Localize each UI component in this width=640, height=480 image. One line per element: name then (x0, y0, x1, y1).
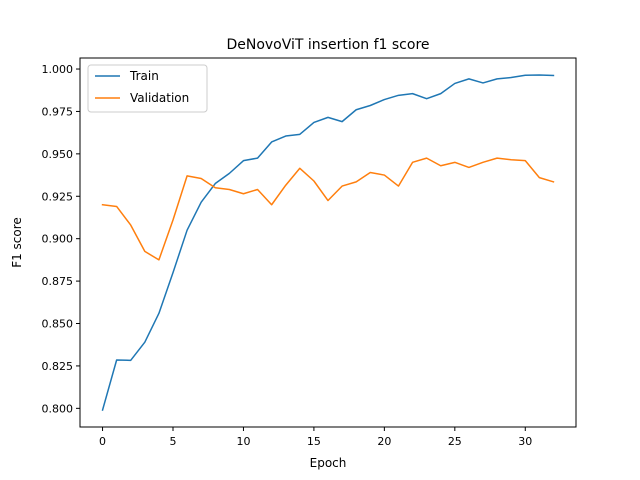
y-axis: 0.800 0.825 0.850 0.875 0.900 0.925 0.950 0.975… (42, 63, 80, 415)
legend: Train Validation (87, 64, 208, 113)
y-tick-label: 1.000 (42, 63, 74, 76)
y-tick-label: 0.800 (42, 402, 74, 415)
x-tick-label: 30 (518, 435, 532, 448)
x-tick-label: 25 (448, 435, 462, 448)
y-axis-label: F1 score (10, 217, 24, 268)
y-tick-label: 0.975 (42, 105, 74, 118)
y-tick-label: 0.825 (42, 360, 74, 373)
legend-label-train: Train (129, 69, 159, 83)
legend-label-validation: Validation (130, 91, 189, 105)
y-tick-label: 0.925 (42, 190, 74, 203)
y-tick-label: 0.850 (42, 318, 74, 331)
series-line-train (101, 74, 555, 411)
x-tick-label: 20 (377, 435, 391, 448)
x-tick-label: 10 (236, 435, 250, 448)
chart-title: DeNovoViT insertion f1 score (226, 37, 429, 53)
y-tick-label: 0.875 (42, 275, 74, 288)
plot-frame (79, 57, 577, 428)
y-tick-label: 0.950 (42, 148, 74, 161)
series-line-validation (101, 157, 555, 261)
x-axis: 0 5 10 15 20 25 30 (99, 427, 532, 448)
y-tick-label: 0.900 (42, 233, 74, 246)
x-tick-label: 0 (99, 435, 106, 448)
series-layer (101, 74, 555, 411)
x-axis-label: Epoch (310, 456, 347, 470)
x-tick-label: 5 (170, 435, 177, 448)
x-tick-label: 15 (307, 435, 321, 448)
